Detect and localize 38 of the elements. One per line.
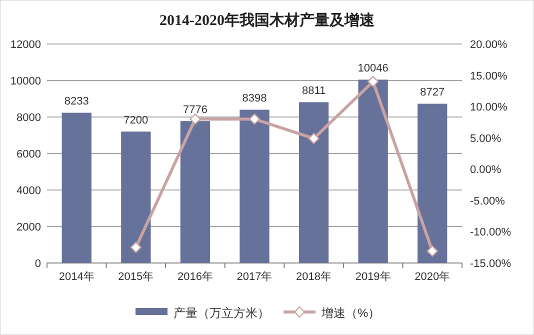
data-label: 8727: [420, 86, 445, 99]
y2-tick-label: 15.00%: [470, 70, 508, 82]
y-tick-label: 4000: [16, 185, 41, 197]
point: [248, 113, 260, 125]
legend-label: 增速（%）: [320, 306, 380, 320]
x-tick-label: 2018年: [296, 271, 332, 283]
y2-tick-label: 5.00%: [470, 132, 502, 145]
y2-tick-label: -10.00%: [470, 226, 512, 239]
x-tick-label: 2017年: [236, 271, 272, 283]
point: [308, 132, 320, 144]
y-tick-label: 6000: [16, 148, 41, 160]
title: 2014-2020年我国木材产量及增速: [160, 13, 374, 29]
legend-label: 产量（万立方米）: [174, 306, 270, 320]
point: [190, 113, 201, 125]
y2-tick-label: -5.00%: [470, 195, 506, 208]
data-label: 10046: [358, 62, 388, 75]
point: [130, 242, 142, 253]
data-label: 8811: [302, 85, 326, 98]
x-tick-label: 2014年: [58, 271, 94, 283]
point: [367, 76, 379, 88]
y-tick-label: 0: [34, 258, 41, 270]
data-label: 7776: [182, 104, 208, 116]
y-tick-label: 2000: [16, 222, 41, 234]
y2-tick-label: -15.00%: [470, 258, 512, 270]
data-label: 8398: [242, 92, 267, 105]
point: [426, 246, 438, 257]
x-tick-label: 2015年: [118, 271, 154, 283]
y-tick-label: 10000: [10, 76, 41, 88]
x-tick-label: 2016年: [177, 271, 213, 283]
y-tick-label: 8000: [16, 112, 41, 124]
y-tick-label: 12000: [10, 39, 41, 51]
y2-tick-label: 0.00%: [470, 164, 502, 176]
data-label: 7200: [124, 114, 148, 127]
data-label: 8233: [64, 96, 89, 108]
x-tick-label: 2019年: [355, 271, 391, 283]
x-tick-label: 2020年: [414, 271, 450, 283]
y2-tick-label: 10.00%: [470, 102, 508, 114]
y2-tick-label: 20.00%: [470, 39, 508, 51]
